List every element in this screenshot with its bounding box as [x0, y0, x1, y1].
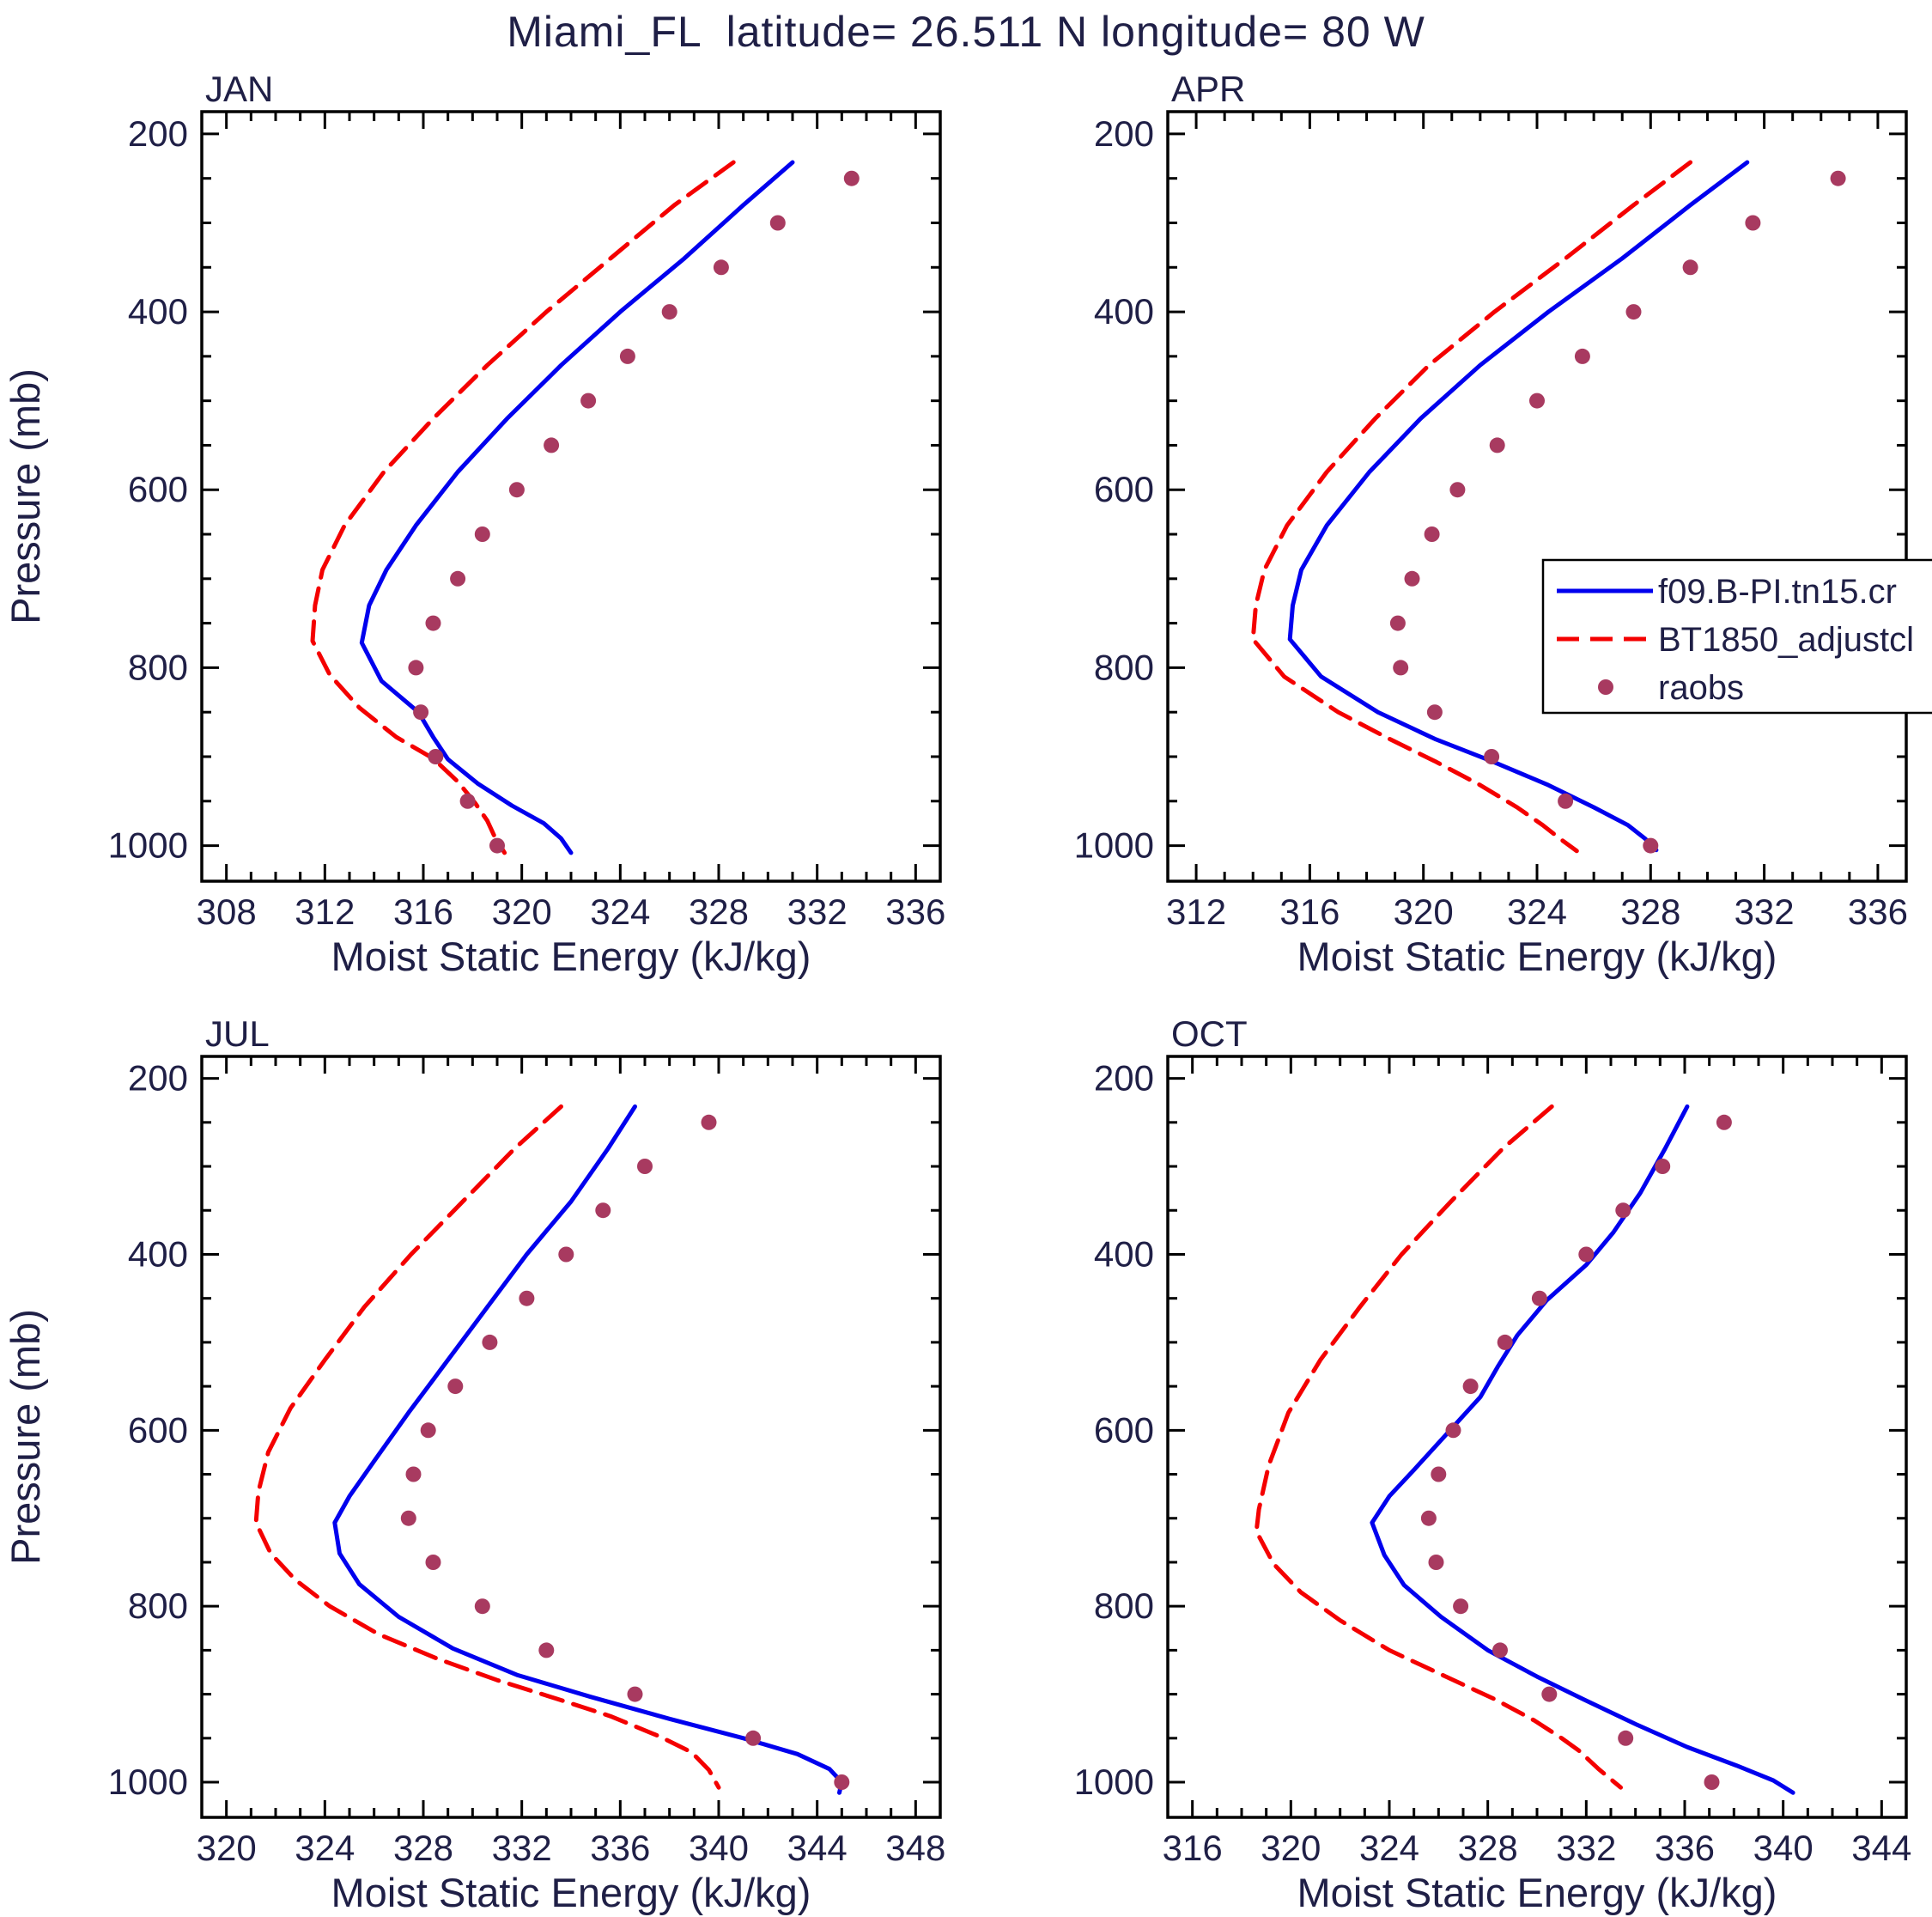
- x-tick-label: 320: [1394, 892, 1454, 932]
- x-tick-label: 308: [197, 892, 257, 932]
- series-raobs-dots: [1420, 1114, 1732, 1790]
- plot-oct: 316 320 324 328 332 336 340 344 200 400 600 800 1000…: [1074, 1013, 1912, 1915]
- x-tick-label: 332: [1735, 892, 1795, 932]
- series-model-line: [332, 1104, 844, 1795]
- x-tick-label: 332: [787, 892, 848, 932]
- x-tick-label: 336: [590, 1828, 650, 1868]
- series-model-line: [1370, 1104, 1795, 1795]
- x-tick-label: 324: [1507, 892, 1567, 932]
- y-tick-label: 400: [1094, 291, 1154, 332]
- y-tick-label: 200: [1094, 113, 1154, 154]
- series-model-line: [1287, 160, 1750, 853]
- legend-dot-sample: [1598, 679, 1613, 695]
- x-tick-label: 312: [1166, 892, 1226, 932]
- x-axis-title: Moist Static Energy (kJ/kg): [331, 1870, 811, 1915]
- legend-label: f09.B-PI.tn15.cr: [1658, 573, 1897, 611]
- panel-month-label: OCT: [1171, 1013, 1248, 1054]
- panel-jan: 308 312 316 320 324 328 332 336 200 400 600 800 1000…: [3, 69, 945, 979]
- y-tick-label: 400: [128, 1233, 188, 1274]
- plot-frame: [1166, 1055, 1908, 1819]
- x-tick-label: 340: [1753, 1828, 1814, 1868]
- y-tick-label: 200: [128, 113, 188, 154]
- x-tick-label: 316: [1163, 1828, 1223, 1868]
- y-axis-title: Pressure (mb): [3, 368, 48, 624]
- x-tick-label: 328: [1458, 1828, 1518, 1868]
- series-model-line: [359, 160, 795, 855]
- y-tick-label: 1000: [1074, 825, 1154, 866]
- x-axis-title: Moist Static Energy (kJ/kg): [1297, 934, 1777, 979]
- series-bt1850-line: [253, 1104, 721, 1790]
- axis-ticks: [1166, 112, 1908, 881]
- series-raobs-dots: [408, 170, 860, 854]
- series-raobs-dots: [1389, 170, 1846, 854]
- x-tick-label: 336: [1655, 1828, 1715, 1868]
- series-bt1850-line: [310, 160, 736, 855]
- axis-ticks: [200, 1056, 942, 1817]
- panel-jul: 320 324 328 332 336 340 344 348 200 400 600 800 1000…: [3, 1013, 945, 1915]
- y-tick-label: 800: [1094, 647, 1154, 687]
- axis-ticks: [200, 112, 942, 881]
- y-tick-label: 1000: [1074, 1762, 1154, 1802]
- plot-apr: 312 316 320 324 328 332 336 200 400 600 800 1000 APR…: [1074, 69, 1932, 979]
- y-tick-label: 1000: [108, 1762, 188, 1802]
- panel-month-label: JAN: [205, 69, 273, 109]
- x-tick-label: 324: [590, 892, 650, 932]
- y-tick-label: 400: [128, 291, 188, 332]
- plot-frame: [1166, 110, 1908, 883]
- x-tick-label: 336: [1848, 892, 1908, 932]
- y-tick-label: 800: [128, 1585, 188, 1626]
- x-tick-label: 320: [492, 892, 552, 932]
- plot-frame: [200, 110, 942, 883]
- x-tick-label: 324: [295, 1828, 355, 1868]
- panel-month-label: JUL: [205, 1013, 270, 1054]
- y-tick-label: 600: [1094, 469, 1154, 509]
- y-tick-label: 600: [128, 1409, 188, 1450]
- x-tick-label: 320: [197, 1828, 257, 1868]
- y-axis-title: Pressure (mb): [3, 1309, 48, 1565]
- figure-title: Miami_FL latitude= 26.511 N longitude= 8…: [507, 8, 1425, 56]
- x-tick-label: 328: [1620, 892, 1680, 932]
- x-tick-label: 344: [787, 1828, 848, 1868]
- x-axis-title: Moist Static Energy (kJ/kg): [331, 934, 811, 979]
- series-bt1850-line: [1250, 160, 1693, 854]
- plot-jan: 308 312 316 320 324 328 332 336 200 400 600 800 1000…: [3, 69, 945, 979]
- x-tick-label: 312: [295, 892, 355, 932]
- x-tick-label: 344: [1851, 1828, 1911, 1868]
- x-tick-label: 316: [1279, 892, 1340, 932]
- y-tick-label: 1000: [108, 825, 188, 866]
- x-tick-label: 332: [1556, 1828, 1616, 1868]
- x-tick-label: 320: [1261, 1828, 1321, 1868]
- y-tick-label: 200: [1094, 1058, 1154, 1098]
- legend-label: raobs: [1658, 669, 1744, 707]
- series-raobs-dots: [400, 1114, 850, 1790]
- x-tick-label: 348: [885, 1828, 945, 1868]
- x-axis-title: Moist Static Energy (kJ/kg): [1297, 1870, 1777, 1915]
- x-tick-label: 332: [492, 1828, 552, 1868]
- panel-month-label: APR: [1171, 69, 1245, 109]
- x-tick-label: 328: [689, 892, 749, 932]
- y-tick-label: 600: [128, 469, 188, 509]
- axis-ticks: [1166, 1056, 1908, 1817]
- x-tick-label: 328: [393, 1828, 453, 1868]
- x-tick-label: 324: [1359, 1828, 1419, 1868]
- plot-jul: 320 324 328 332 336 340 344 348 200 400 600 800 1000…: [3, 1013, 945, 1915]
- x-tick-label: 316: [393, 892, 453, 932]
- series-bt1850-line: [1254, 1104, 1623, 1790]
- y-tick-label: 600: [1094, 1409, 1154, 1450]
- y-tick-label: 200: [128, 1058, 188, 1098]
- legend-label: BT1850_adjustcl: [1658, 621, 1914, 659]
- y-tick-label: 400: [1094, 1233, 1154, 1274]
- panel-oct: 316 320 324 328 332 336 340 344 200 400 600 800 1000…: [1074, 1013, 1912, 1915]
- plot-frame: [200, 1055, 942, 1819]
- y-tick-label: 800: [128, 647, 188, 687]
- panel-apr: 312 316 320 324 328 332 336 200 400 600 800 1000 APR…: [1074, 69, 1932, 979]
- x-tick-label: 336: [885, 892, 945, 932]
- y-tick-label: 800: [1094, 1585, 1154, 1626]
- x-tick-label: 340: [689, 1828, 749, 1868]
